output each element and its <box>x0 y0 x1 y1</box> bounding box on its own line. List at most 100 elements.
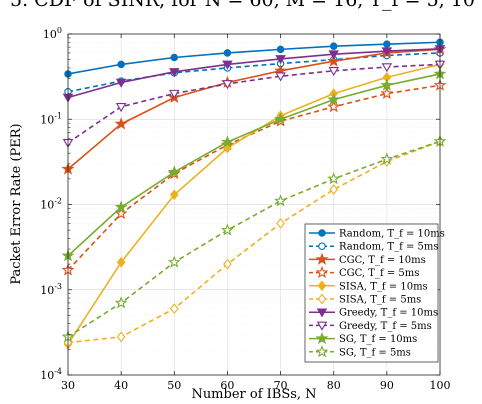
x-tick-label: 90 <box>380 379 394 392</box>
data-point <box>275 55 286 65</box>
series-line <box>67 48 441 170</box>
legend-entry: SISA, T_f = 10ms <box>309 280 428 292</box>
data-point <box>381 63 393 73</box>
x-tick-label: 80 <box>327 379 341 392</box>
data-point <box>223 49 232 57</box>
data-point <box>327 100 341 113</box>
x-tick-label: 40 <box>114 379 128 392</box>
data-point <box>380 78 394 91</box>
data-point <box>274 194 288 207</box>
legend-entry: Random, T_f = 10ms <box>309 229 445 240</box>
data-point <box>116 256 126 268</box>
data-point <box>327 92 341 106</box>
data-point <box>381 47 393 57</box>
series-1 <box>64 38 444 78</box>
legend-entry: CGC, T_f = 10ms <box>309 252 426 266</box>
y-tick-label: 10-4 <box>40 367 62 382</box>
legend-marker <box>318 229 326 237</box>
legend-label: CGC, T_f = 10ms <box>339 255 426 266</box>
data-point <box>167 165 181 178</box>
x-tick-label: 100 <box>430 379 451 392</box>
figure-caption-fragment: 5. CDF of SINR, for N = 60, M = 16, T_f … <box>10 0 475 11</box>
x-tick-label: 50 <box>167 379 181 392</box>
legend-marker <box>315 252 329 265</box>
data-point <box>328 67 339 77</box>
legend-entry: Random, T_f = 5ms <box>309 242 439 253</box>
legend-marker <box>317 280 327 292</box>
y-axis-title: Packet Error Rate (PER) <box>9 123 24 284</box>
y-tick-label: 100 <box>43 26 62 41</box>
data-point <box>276 45 285 54</box>
series-layer <box>61 38 447 350</box>
x-tick-label: 60 <box>220 379 234 392</box>
data-point <box>169 68 180 78</box>
x-axis-title: Number of IBSs, N <box>191 387 316 402</box>
series-line <box>67 48 441 99</box>
series-line <box>67 140 441 344</box>
legend-marker <box>316 321 328 331</box>
series-line <box>67 73 441 257</box>
legend-entry: SISA, T_f = 5ms <box>309 293 421 306</box>
data-point <box>116 331 126 343</box>
data-point <box>169 189 179 201</box>
legend-label: Greedy, T_f = 10ms <box>339 308 438 319</box>
data-point <box>327 172 341 185</box>
legend-entry: Greedy, T_f = 5ms <box>309 321 432 332</box>
data-point <box>328 50 339 60</box>
legend-marker <box>318 242 326 250</box>
data-point <box>380 152 394 165</box>
legend-entry: SG, T_f = 10ms <box>309 331 417 345</box>
data-point <box>220 135 234 148</box>
legend-label: Greedy, T_f = 5ms <box>339 321 432 332</box>
x-tick-label: 30 <box>61 379 75 392</box>
data-point <box>170 53 179 62</box>
legend-marker <box>315 331 329 345</box>
legend-label: Random, T_f = 5ms <box>339 242 439 253</box>
y-tick-label: 10-1 <box>40 111 62 126</box>
series-line <box>67 52 441 93</box>
series-line <box>67 63 441 144</box>
data-point <box>222 60 233 70</box>
data-point <box>114 200 128 213</box>
x-tick-label: 70 <box>274 379 288 392</box>
data-point <box>327 54 341 67</box>
data-point <box>223 258 232 270</box>
series-line <box>67 41 441 75</box>
legend-label: SISA, T_f = 5ms <box>339 295 421 306</box>
axis-ticks: 30 40 50 60 70 80 90 100 10-4 10-3 10-2 10-1 100 <box>40 26 450 392</box>
data-point <box>115 103 127 113</box>
legend-entry: SG, T_f = 5ms <box>309 345 411 358</box>
y-tick-label: 10-3 <box>40 282 62 297</box>
y-tick-label: 10-2 <box>40 197 62 212</box>
legend-label: SG, T_f = 10ms <box>339 334 417 345</box>
data-point <box>329 184 339 195</box>
legend-label: Random, T_f = 10ms <box>339 229 445 240</box>
legend-marker <box>316 308 328 318</box>
legend-marker <box>315 345 329 358</box>
data-point <box>222 80 233 90</box>
data-point <box>276 218 285 229</box>
data-point <box>115 78 127 88</box>
data-point <box>117 60 125 69</box>
data-point <box>275 72 286 82</box>
data-point <box>274 112 288 125</box>
series-line <box>67 140 441 338</box>
data-point <box>114 296 128 309</box>
data-point <box>169 303 179 315</box>
data-point <box>329 42 338 50</box>
data-point <box>167 255 181 268</box>
series-line <box>67 63 441 345</box>
legend-label: CGC, T_f = 5ms <box>339 268 419 279</box>
data-point <box>169 89 180 99</box>
legend: Random, T_f = 10ms Random, T_f = 5ms CGC, … <box>304 223 445 363</box>
data-point <box>380 86 394 100</box>
legend-marker <box>315 265 329 279</box>
legend-marker <box>317 293 327 305</box>
data-point <box>114 117 128 130</box>
legend-label: SG, T_f = 5ms <box>339 347 411 358</box>
legend-entry: CGC, T_f = 5ms <box>309 265 419 279</box>
series-10 <box>61 134 447 343</box>
legend-label: SISA, T_f = 10ms <box>339 281 428 292</box>
series-line <box>67 84 441 271</box>
